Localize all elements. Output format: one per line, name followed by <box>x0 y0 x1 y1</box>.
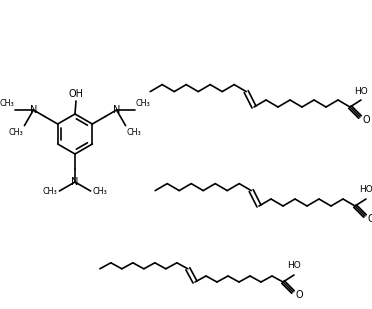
Text: O: O <box>295 290 303 300</box>
Text: HO: HO <box>287 261 301 270</box>
Text: N: N <box>113 105 120 115</box>
Text: HO: HO <box>354 87 368 95</box>
Text: CH₃: CH₃ <box>135 99 150 108</box>
Text: HO: HO <box>359 185 372 194</box>
Text: N: N <box>30 105 37 115</box>
Text: CH₃: CH₃ <box>43 187 57 196</box>
Text: O: O <box>367 214 372 224</box>
Text: CH₃: CH₃ <box>9 128 23 137</box>
Text: CH₃: CH₃ <box>126 128 141 137</box>
Text: OH: OH <box>68 89 83 99</box>
Text: CH₃: CH₃ <box>93 187 108 196</box>
Text: CH₃: CH₃ <box>0 99 15 108</box>
Text: O: O <box>362 115 370 125</box>
Text: N: N <box>71 177 79 187</box>
